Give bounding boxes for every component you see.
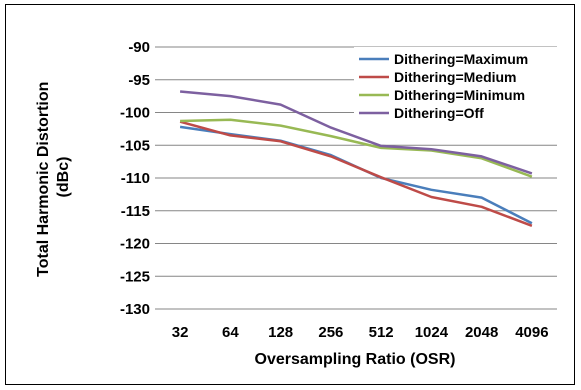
y-tick-label: -120 <box>120 236 150 253</box>
x-tick-label: 64 <box>222 324 239 341</box>
x-axis-label: Oversampling Ratio (OSR) <box>255 351 456 368</box>
series-lines <box>179 90 533 227</box>
legend-label: Dithering=Medium <box>394 69 517 85</box>
y-tick-labels: -90 -95 -100 -105 -110 -115 -120 -125 -130 <box>120 39 150 318</box>
y-tick-label: -110 <box>121 170 150 187</box>
y-axis-label-line-1: Total Harmonic Distortion <box>35 82 52 277</box>
x-tick-label: 32 <box>172 324 189 341</box>
y-tick-label: -115 <box>121 203 150 220</box>
y-tick-label: -100 <box>120 105 150 122</box>
y-axis-label-line-2: (dBc) <box>55 157 72 198</box>
series-line <box>179 90 533 175</box>
legend-label: Dithering=Off <box>394 105 484 121</box>
x-tick-label: 1024 <box>415 324 449 341</box>
y-tick-label: -130 <box>120 301 150 318</box>
legend-label: Dithering=Maximum <box>394 51 528 67</box>
legend: Dithering=Maximum Dithering=Medium Ditheri… <box>354 47 557 125</box>
legend-label: Dithering=Minimum <box>394 87 525 103</box>
x-tick-label: 2048 <box>465 324 498 341</box>
y-tick-label: -95 <box>128 72 150 89</box>
series-line <box>180 118 533 178</box>
y-tick-label: -125 <box>120 268 150 285</box>
x-tick-label: 256 <box>318 324 343 341</box>
y-axis-label: Total Harmonic Distortion (dBc) <box>35 77 72 277</box>
series-line <box>179 120 533 227</box>
x-tick-label: 4096 <box>515 324 548 341</box>
x-tick-label: 512 <box>369 324 394 341</box>
x-tick-label: 128 <box>268 324 293 341</box>
y-tick-label: -90 <box>128 39 150 56</box>
y-tick-label: -105 <box>120 137 150 154</box>
x-tick-labels: 32 64 128 256 512 1024 2048 4096 <box>172 324 549 341</box>
